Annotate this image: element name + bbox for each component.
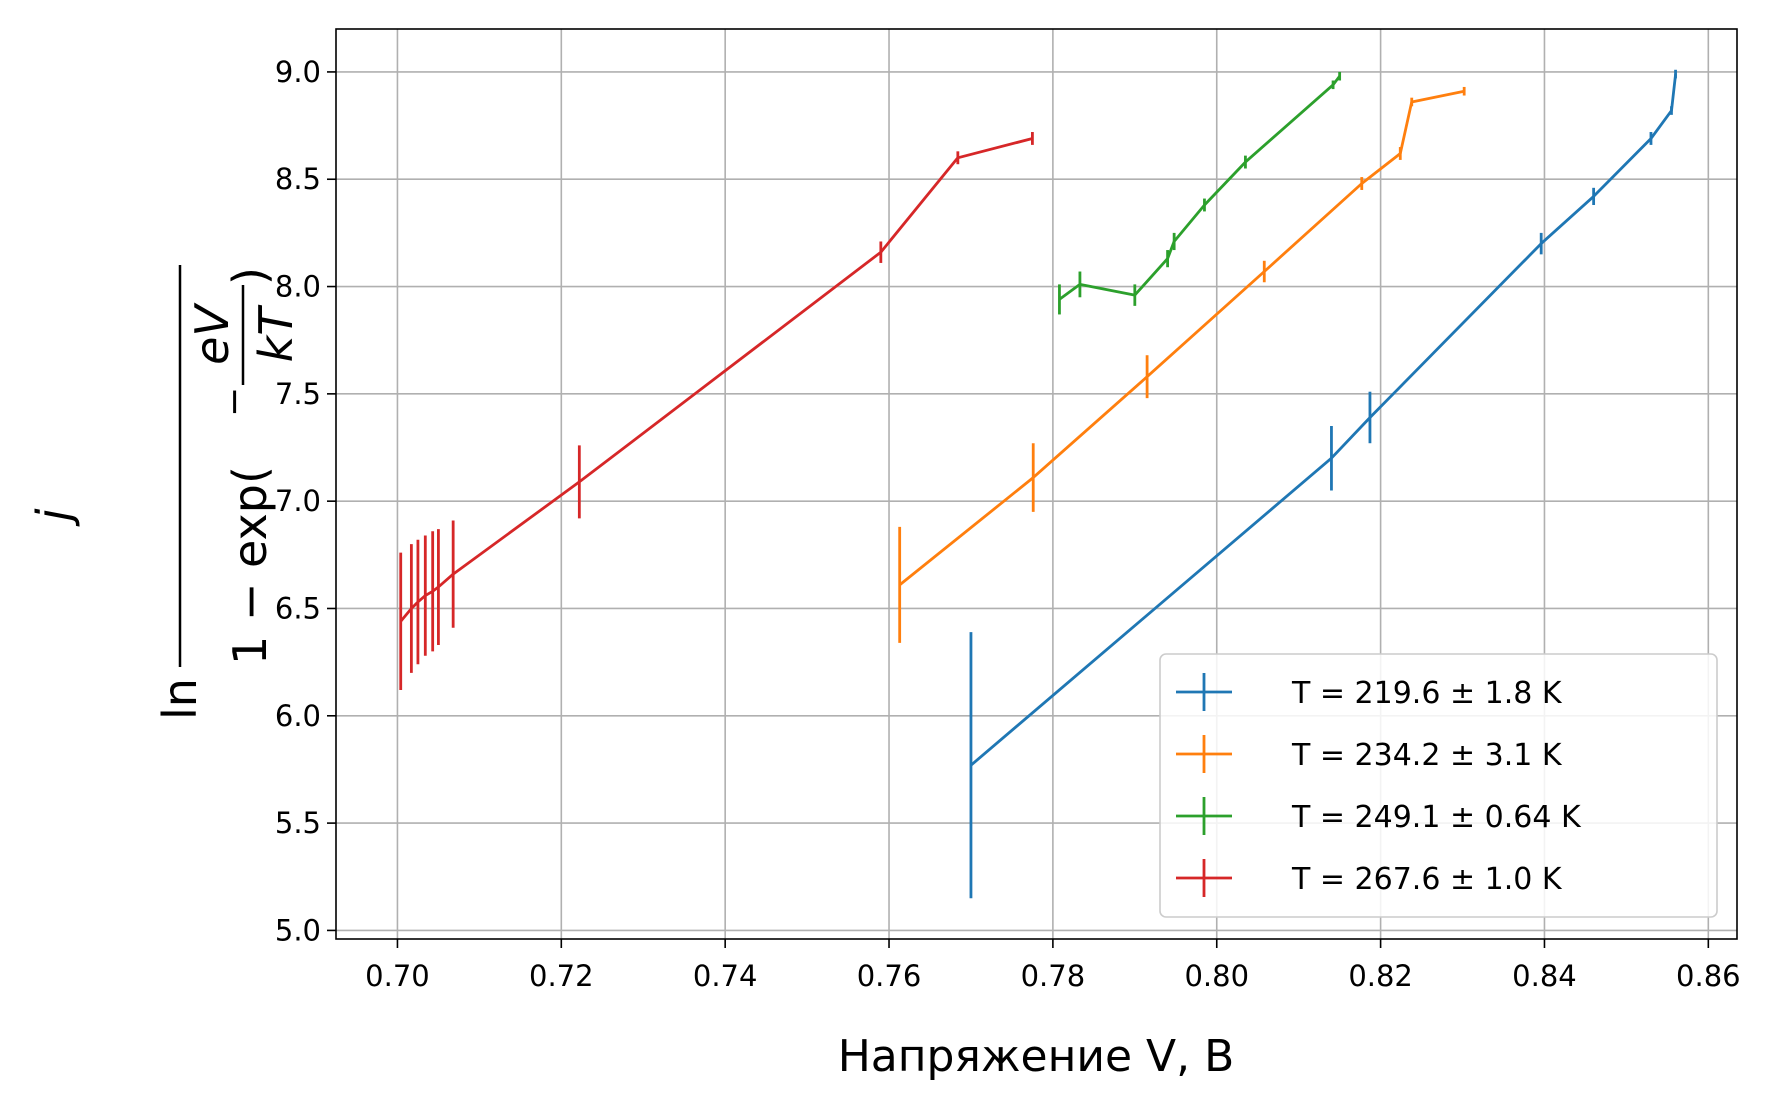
series-2 <box>898 86 1466 643</box>
y-title-inner-minus: − <box>214 387 255 417</box>
y-tick-label: 8.0 <box>275 270 321 304</box>
legend-item: T = 234.2 ± 3.1 K <box>1176 735 1563 773</box>
series-1 <box>969 69 1677 899</box>
x-axis: 0.70 0.72 0.74 0.76 0.78 0.80 0.82 0.84 0.86 <box>365 939 1741 993</box>
y-tick-label: 7.5 <box>275 377 321 411</box>
legend-label: T = 267.6 ± 1.0 K <box>1291 862 1563 897</box>
x-tick-label: 0.82 <box>1348 959 1413 993</box>
y-tick-label: 8.5 <box>275 162 321 196</box>
y-tick-label: 5.5 <box>275 806 321 840</box>
y-axis: 5.0 5.5 6.0 6.5 7.0 7.5 8.0 8.5 9.0 <box>275 55 336 947</box>
legend-box <box>1159 653 1718 918</box>
grid-lines <box>336 29 1737 939</box>
data-series <box>399 69 1677 899</box>
series-line <box>1058 75 1341 301</box>
x-tick-label: 0.78 <box>1021 959 1086 993</box>
x-tick-label: 0.74 <box>693 959 758 993</box>
y-title-ln: ln <box>153 678 207 720</box>
x-tick-label: 0.86 <box>1676 959 1741 993</box>
y-title-denominator: 1 − exp( <box>223 466 277 665</box>
y-title-inner-numerator: eV <box>185 302 239 365</box>
plot-frame <box>335 28 1738 940</box>
y-tick-label: 6.5 <box>275 591 321 625</box>
y-tick-label: 5.0 <box>275 913 321 947</box>
y-tick-label: 6.0 <box>275 699 321 733</box>
legend-item: T = 267.6 ± 1.0 K <box>1176 859 1563 897</box>
series-line <box>898 89 1465 586</box>
y-tick-label: 9.0 <box>275 55 321 89</box>
legend-label: T = 219.6 ± 1.8 K <box>1291 676 1563 711</box>
legend-label: T = 249.1 ± 0.64 K <box>1291 800 1582 835</box>
y-title-numerator: j <box>27 508 81 527</box>
x-tick-label: 0.84 <box>1512 959 1577 993</box>
legend-item: T = 219.6 ± 1.8 K <box>1176 673 1563 711</box>
series-line <box>970 73 1677 767</box>
y-title-close-paren: ) <box>223 267 277 285</box>
x-tick-label: 0.70 <box>365 959 430 993</box>
legend-label: T = 234.2 ± 3.1 K <box>1291 738 1563 773</box>
x-axis-title: Напряжение V, В <box>838 1031 1235 1082</box>
x-tick-label: 0.72 <box>529 959 594 993</box>
x-tick-label: 0.76 <box>857 959 922 993</box>
legend-item: T = 249.1 ± 0.64 K <box>1176 797 1582 835</box>
y-tick-label: 7.0 <box>275 484 321 518</box>
y-title-inner-denominator: kT <box>249 304 303 363</box>
y-axis-title: ln j 1 − exp( − eV kT ) <box>27 265 303 720</box>
series-3 <box>1058 71 1342 315</box>
series-line <box>399 137 1033 623</box>
legend: T = 219.6 ± 1.8 K T = 234.2 ± 3.1 K T = 24… <box>1159 653 1718 918</box>
x-tick-label: 0.80 <box>1184 959 1249 993</box>
series-4 <box>399 132 1034 691</box>
